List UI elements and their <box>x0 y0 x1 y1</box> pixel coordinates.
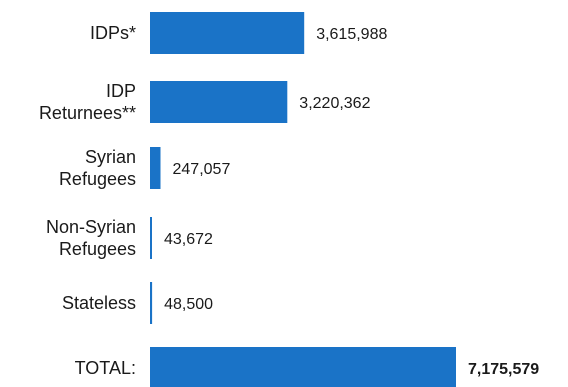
category-label-line: Refugees <box>59 239 136 259</box>
category-label-0: IDPs* <box>90 23 136 43</box>
value-label-0: 3,615,988 <box>316 26 387 43</box>
bar-1 <box>150 81 288 123</box>
category-label-1: IDP Returnees** <box>39 81 136 123</box>
category-label-2: Syrian Refugees <box>59 147 136 189</box>
bar-0 <box>150 12 305 54</box>
value-label-5: 7,175,579 <box>468 361 539 378</box>
value-label-1: 3,220,362 <box>299 95 370 112</box>
bar-5 <box>150 347 456 387</box>
bar-2 <box>150 147 161 189</box>
category-label-line: TOTAL: <box>75 358 136 378</box>
category-label-line: Syrian <box>85 147 136 167</box>
category-label-3: Non-Syrian Refugees <box>46 217 136 259</box>
bar-4 <box>150 282 153 324</box>
category-label-line: IDPs* <box>90 23 136 43</box>
value-label-3: 43,672 <box>164 231 213 248</box>
category-label-4: Stateless <box>62 293 136 313</box>
category-label-line: Non-Syrian <box>46 217 136 237</box>
category-label-line: Returnees** <box>39 103 136 123</box>
value-label-4: 48,500 <box>164 296 213 313</box>
category-label-line: IDP <box>106 81 136 101</box>
category-label-line: Refugees <box>59 169 136 189</box>
bar-3 <box>150 217 152 259</box>
category-label-line: Stateless <box>62 293 136 313</box>
value-label-2: 247,057 <box>173 161 231 178</box>
category-label-5: TOTAL: <box>75 358 136 378</box>
